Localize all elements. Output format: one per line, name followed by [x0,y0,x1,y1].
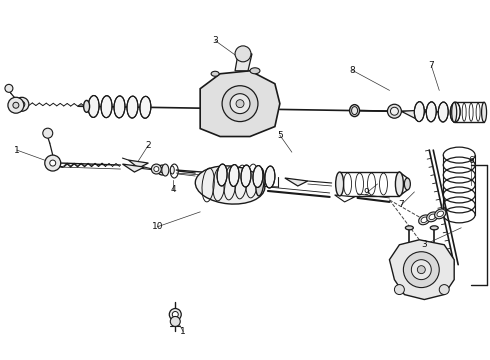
Ellipse shape [253,166,263,188]
Ellipse shape [229,165,239,186]
Polygon shape [200,71,280,136]
Polygon shape [335,195,355,202]
Ellipse shape [162,164,169,176]
Polygon shape [390,240,454,300]
Circle shape [154,167,159,171]
Ellipse shape [349,105,360,117]
Ellipse shape [336,172,343,196]
Circle shape [157,165,167,175]
Circle shape [235,46,251,62]
Circle shape [8,97,24,113]
Circle shape [439,285,449,294]
Ellipse shape [429,214,436,220]
Text: 8: 8 [350,66,355,75]
Ellipse shape [211,71,219,76]
Circle shape [171,316,180,327]
Circle shape [417,266,425,274]
Ellipse shape [418,215,430,225]
Text: 5: 5 [277,131,283,140]
Text: 7: 7 [398,201,404,210]
Circle shape [236,100,244,108]
Circle shape [160,167,165,172]
Circle shape [230,94,250,114]
Ellipse shape [430,226,438,230]
Circle shape [45,155,61,171]
Text: 7: 7 [428,61,434,70]
Ellipse shape [352,107,358,114]
Ellipse shape [265,166,275,188]
Ellipse shape [404,178,410,190]
Ellipse shape [101,96,112,118]
Ellipse shape [427,212,438,222]
Circle shape [169,309,181,320]
Circle shape [151,164,161,174]
Circle shape [43,128,53,138]
Ellipse shape [140,96,151,118]
Ellipse shape [88,95,99,117]
Ellipse shape [395,172,403,196]
Ellipse shape [127,96,138,118]
Circle shape [13,102,19,108]
Ellipse shape [415,102,424,122]
Ellipse shape [114,96,125,118]
Circle shape [412,260,431,280]
Ellipse shape [171,166,174,174]
Polygon shape [122,164,145,172]
Circle shape [15,97,29,111]
Text: 6: 6 [468,156,474,165]
Ellipse shape [241,165,251,187]
Ellipse shape [437,211,443,217]
Ellipse shape [426,102,436,122]
Text: 2: 2 [146,141,151,150]
Ellipse shape [482,102,487,122]
Circle shape [388,104,401,118]
Circle shape [403,252,439,288]
Ellipse shape [438,102,448,122]
Circle shape [222,86,258,122]
Text: 9: 9 [364,188,369,197]
Ellipse shape [452,102,457,122]
Text: 3: 3 [421,240,427,249]
Polygon shape [235,54,252,71]
Text: 1: 1 [180,327,186,336]
Circle shape [50,160,56,166]
Circle shape [394,285,404,294]
Ellipse shape [196,166,265,204]
Text: 1: 1 [14,145,20,154]
Ellipse shape [405,226,414,230]
Ellipse shape [435,209,446,219]
Polygon shape [128,160,148,168]
Text: 4: 4 [171,185,176,194]
Circle shape [19,101,25,107]
Ellipse shape [450,102,460,122]
Polygon shape [401,110,427,120]
Ellipse shape [256,168,264,196]
Circle shape [172,311,178,318]
Ellipse shape [84,100,90,112]
Ellipse shape [421,217,428,222]
Text: 3: 3 [212,36,218,45]
Circle shape [5,84,13,92]
Ellipse shape [217,164,227,186]
Circle shape [391,107,398,115]
Ellipse shape [250,68,260,74]
Polygon shape [285,178,308,186]
Text: 10: 10 [151,222,163,231]
